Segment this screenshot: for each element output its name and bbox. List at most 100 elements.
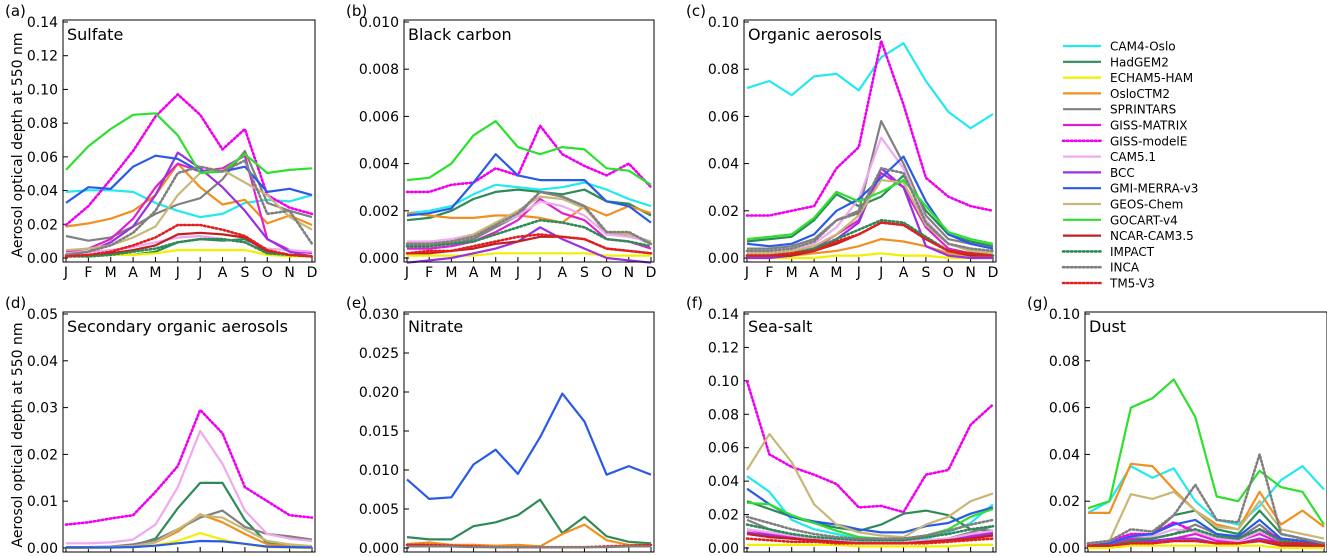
legend-label: GMI-MERRA-v3: [1110, 182, 1198, 196]
series-line-inca: [64, 159, 314, 257]
x-tick-label: A: [899, 265, 909, 281]
series-line-echam5-ham: [1088, 544, 1324, 550]
series-line-giss-modele: [64, 93, 314, 227]
legend-label: ECHAM5-HAM: [1110, 71, 1193, 85]
series-line-impact: [745, 523, 995, 542]
x-tick-label: N: [284, 265, 294, 281]
x-tick-label: S: [580, 265, 589, 281]
series-line-cam5-1: [65, 234, 313, 255]
y-tick-label: 0.00: [708, 541, 739, 556]
x-tick-label: O: [601, 265, 612, 281]
y-tick-label: 0.04: [27, 184, 58, 200]
x-tick-label: M: [445, 265, 457, 281]
panel-title: Nitrate: [408, 317, 463, 336]
series-line-tm5-v3: [405, 233, 653, 255]
y-tick-label: 0.030: [359, 307, 399, 323]
series-line-cam5-1: [407, 200, 652, 243]
panel-label: (g): [1027, 294, 1048, 312]
panel-label: (c): [686, 2, 706, 20]
legend-label: GISS-MATRIX: [1110, 119, 1187, 133]
series-line-sprintars: [65, 149, 313, 242]
series-line-osloctm2: [406, 205, 652, 224]
legend-item-gocart-v4: GOCART-v4: [1063, 213, 1178, 227]
y-tick-label: 0.12: [27, 49, 58, 65]
series-line-giss-modele: [405, 124, 653, 194]
y-tick-label: 0.10: [708, 15, 739, 31]
series-line-gmi-merra-v3: [406, 153, 652, 224]
y-tick-label: 0.06: [708, 441, 739, 457]
series-line-tm5-v3: [1086, 539, 1326, 548]
legend-item-sprintars: SPRINTARS: [1063, 103, 1176, 117]
x-tick-label: J: [404, 265, 409, 281]
x-tick-label: J: [878, 265, 883, 281]
plot-frame: [62, 19, 316, 263]
panels: 0.000.020.040.060.080.100.120.14J F M A M J J A…: [5, 2, 1327, 556]
x-tick-label: F: [425, 265, 433, 281]
series-line-gmi-merra-v3: [65, 154, 313, 204]
x-tick-label: F: [765, 265, 773, 281]
plot-frame: [403, 19, 655, 263]
legend-item-echam5-ham: ECHAM5-HAM: [1063, 71, 1193, 85]
y-tick-label: 0.08: [27, 116, 58, 132]
panel-title: Sulfate: [67, 25, 123, 44]
y-axis-label-bottom: Aerosol optical depth at 550 nm: [10, 322, 26, 547]
series-line-gmi-merra-v3: [66, 539, 313, 549]
series-line-gmi-merra-v3: [746, 487, 994, 534]
y-tick-label: 0.03: [27, 401, 58, 417]
series-line-inca: [405, 190, 653, 246]
x-tick-label: J: [537, 265, 542, 281]
plot-frame: [743, 19, 997, 263]
legend-item-giss-modele: GISS-modelE: [1061, 134, 1187, 148]
panel-organic-aerosols: 0.000.020.040.060.080.10J F M A M J J A S O N D(c)O…: [686, 2, 998, 281]
legend-item-ncar-cam3-5: NCAR-CAM3.5: [1063, 229, 1194, 243]
legend-label: CAM5.1: [1110, 150, 1156, 164]
series-line-echam5-ham: [747, 252, 993, 260]
panel-label: (f): [686, 294, 703, 312]
x-tick-label: A: [218, 265, 228, 281]
series-line-cam5-1: [66, 429, 313, 545]
y-tick-label: 0.010: [359, 15, 399, 31]
panel-secondary-organic-aerosols: 0.000.010.020.030.040.05JFMAMJJASOND(d)S…: [5, 294, 317, 556]
y-tick-label: 0.02: [27, 447, 58, 463]
panel-dust: 0.000.020.040.060.080.10JFMAMJJASOND(g)D…: [1027, 294, 1327, 556]
series-line-geos-chem: [1087, 490, 1325, 545]
legend-label: TM5-V3: [1109, 277, 1155, 291]
series-line-inca: [745, 167, 995, 253]
x-tick-label: J: [197, 265, 202, 281]
x-tick-label: J: [63, 265, 68, 281]
series-line-impact: [64, 237, 314, 258]
y-tick-label: 0.14: [27, 15, 58, 31]
x-tick-label: M: [786, 265, 798, 281]
x-tick-label: S: [240, 265, 249, 281]
series-line-tm5-v3: [745, 537, 995, 545]
legend-label: CAM4-Oslo: [1110, 40, 1176, 54]
y-tick-label: 0.02: [708, 508, 739, 524]
legend-label: IMPACT: [1110, 245, 1155, 259]
y-tick-label: 0.005: [359, 502, 399, 518]
legend-label: NCAR-CAM3.5: [1110, 229, 1194, 243]
legend-label: GISS-modelE: [1110, 134, 1187, 148]
panel-nitrate: 0.0000.0050.0100.0150.0200.0250.030JFMAM…: [346, 294, 656, 556]
series-line-giss-modele: [745, 39, 995, 217]
y-tick-label: 0.002: [359, 204, 399, 220]
y-tick-label: 0.14: [708, 307, 739, 323]
panel-title: Black carbon: [408, 25, 512, 44]
y-tick-label: 0.06: [27, 150, 58, 166]
x-tick-label: N: [965, 265, 975, 281]
series-line-gocart-v4: [65, 112, 313, 175]
legend-label: OsloCTM2: [1110, 87, 1170, 101]
series-line-tm5-v3: [64, 223, 314, 258]
y-tick-label: 0.04: [1049, 447, 1080, 463]
series-line-gocart-v4: [406, 119, 652, 186]
panel-title: Organic aerosols: [748, 25, 882, 44]
series-line-geos-chem: [746, 433, 994, 539]
x-tick-label: O: [943, 265, 954, 281]
series-line-bcc: [65, 151, 313, 258]
y-tick-label: 0.006: [359, 109, 399, 125]
x-tick-label: A: [128, 265, 138, 281]
legend-item-cam4-oslo: CAM4-Oslo: [1063, 40, 1176, 54]
plot-frame: [1084, 311, 1327, 553]
series-line-ncar-cam3-5: [65, 231, 313, 258]
